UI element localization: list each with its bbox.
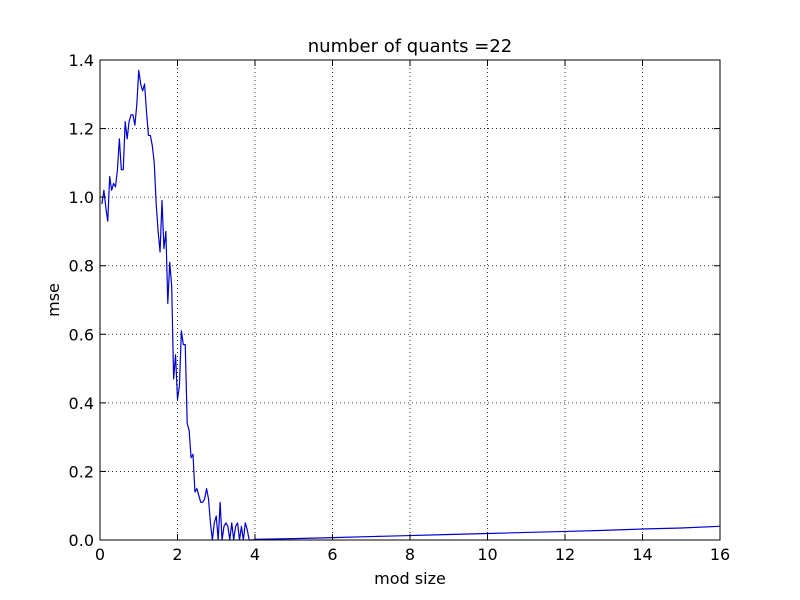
y-tick-label: 1.0: [69, 188, 94, 207]
y-tick-label: 0.4: [69, 394, 94, 413]
y-tick-label: 0.6: [69, 325, 94, 344]
x-tick-label: 2: [172, 545, 182, 564]
y-tick-label: 0.2: [69, 462, 94, 481]
y-axis-label: mse: [44, 283, 63, 317]
y-tick-labels: 0.0 0.2 0.4 0.6 0.8 1.0 1.2 1.4: [69, 51, 94, 550]
chart-title: number of quants =22: [308, 36, 512, 57]
y-tick-label: 0.8: [69, 257, 94, 276]
x-tick-label: 6: [327, 545, 337, 564]
y-tick-label: 0.0: [69, 531, 94, 550]
x-tick-label: 0: [95, 545, 105, 564]
x-tick-label: 8: [405, 545, 415, 564]
x-axis-label: mod size: [374, 569, 446, 588]
x-tick-label: 14: [632, 545, 652, 564]
gridlines: [99, 59, 721, 541]
x-tick-label: 10: [477, 545, 497, 564]
data-series-line: [101, 69, 721, 541]
tick-marks: [99, 59, 721, 541]
y-tick-label: 1.4: [69, 51, 94, 70]
x-tick-label: 4: [250, 545, 260, 564]
x-tick-label: 12: [555, 545, 575, 564]
x-tick-labels: 0 2 4 6 8 10 12 14 16: [95, 545, 730, 564]
y-tick-label: 1.2: [69, 120, 94, 139]
x-tick-label: 16: [710, 545, 730, 564]
data-series-layer: [101, 69, 721, 541]
